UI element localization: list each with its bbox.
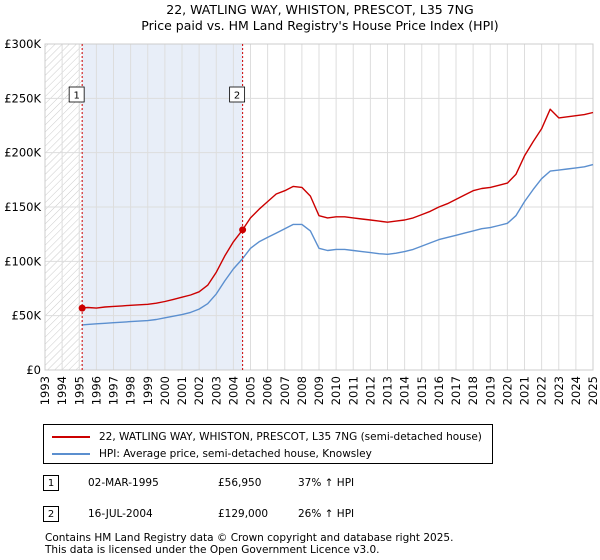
y-tick-label: £0 [26, 363, 41, 377]
legend-item-hpi: HPI: Average price, semi-detached house,… [52, 445, 372, 463]
sale-date: 16-JUL-2004 [88, 508, 153, 520]
footer-licence: This data is licensed under the Open Gov… [45, 544, 380, 556]
x-tick-label: 2002 [192, 376, 206, 405]
series-line [82, 108, 594, 309]
x-tick-label: 2005 [244, 376, 258, 405]
x-tick-label: 2011 [346, 376, 360, 405]
sale-label-box [68, 86, 85, 103]
x-tick-label: 1997 [107, 376, 121, 405]
sale-label-text: 1 [73, 91, 79, 102]
x-tick-label: 2022 [535, 376, 549, 405]
price-chart: 22, WATLING WAY, WHISTON, PRESCOT, L35 7… [4, 2, 600, 405]
legend-swatch-hpi [52, 453, 90, 455]
x-tick-label: 2024 [569, 376, 583, 405]
x-tick-label: 2007 [278, 376, 292, 405]
plot-frame [44, 43, 594, 371]
x-tick-label: 2018 [466, 376, 480, 405]
x-tick-label: 2016 [432, 376, 446, 405]
footer: Contains HM Land Registry data © Crown c… [45, 532, 453, 556]
x-tick-label: 2020 [500, 376, 514, 405]
x-tick-label: 2017 [449, 376, 463, 405]
x-tick-label: 1993 [38, 376, 52, 405]
x-tick-label: 2006 [261, 376, 275, 405]
legend: 22, WATLING WAY, WHISTON, PRESCOT, L35 7… [43, 424, 493, 464]
footer-copyright: Contains HM Land Registry data © Crown c… [45, 532, 454, 544]
x-tick-label: 1999 [141, 376, 155, 405]
series-line [82, 163, 594, 326]
x-tick-label: 2001 [175, 376, 189, 405]
x-tick-label: 2000 [158, 376, 172, 405]
x-tick-label: 1998 [124, 376, 138, 405]
x-tick-label: 2015 [415, 376, 429, 405]
y-tick-label: £250K [4, 91, 41, 105]
sale-price: £129,000 [218, 508, 269, 520]
x-tick-label: 1995 [72, 376, 86, 405]
x-tick-label: 2013 [381, 376, 395, 405]
x-tick-label: 2010 [329, 376, 343, 405]
y-tick-label: £300K [4, 37, 41, 51]
x-tick-label: 2003 [209, 376, 223, 405]
sale-marker-badge: 2 [43, 506, 59, 522]
sale-hpi-change: 26% ↑ HPI [298, 508, 355, 520]
sale-price: £56,950 [218, 477, 262, 489]
chart-title: 22, WATLING WAY, WHISTON, PRESCOT, L35 7… [166, 2, 473, 17]
x-tick-label: 2025 [586, 376, 600, 405]
x-tick-label: 2009 [312, 376, 326, 405]
y-tick-label: £200K [4, 146, 41, 160]
legend-item-property: 22, WATLING WAY, WHISTON, PRESCOT, L35 7… [52, 428, 482, 446]
legend-label-hpi: HPI: Average price, semi-detached house,… [99, 448, 372, 460]
legend-label-property: 22, WATLING WAY, WHISTON, PRESCOT, L35 7… [99, 431, 482, 443]
sale-label-text: 2 [234, 91, 240, 102]
x-tick-label: 2021 [518, 376, 532, 405]
x-tick-label: 2014 [398, 376, 412, 405]
y-tick-label: £150K [4, 200, 41, 214]
y-tick-label: £50K [12, 309, 42, 323]
x-tick-label: 2019 [483, 376, 497, 405]
sale-marker-badge: 1 [43, 475, 59, 491]
sale-point [239, 226, 247, 234]
chart-subtitle: Price paid vs. HM Land Registry's House … [141, 18, 498, 33]
sale-date: 02-MAR-1995 [88, 477, 159, 489]
sale-point [78, 304, 86, 312]
y-tick-label: £100K [4, 254, 41, 268]
x-tick-label: 1996 [89, 376, 103, 405]
x-tick-label: 2004 [226, 376, 240, 405]
x-tick-label: 2023 [552, 376, 566, 405]
x-tick-label: 1994 [55, 376, 69, 405]
x-tick-label: 2008 [295, 376, 309, 405]
sale-label-box [229, 86, 246, 103]
legend-swatch-property [52, 436, 90, 438]
x-tick-label: 2012 [363, 376, 377, 405]
sale-hpi-change: 37% ↑ HPI [298, 477, 355, 489]
